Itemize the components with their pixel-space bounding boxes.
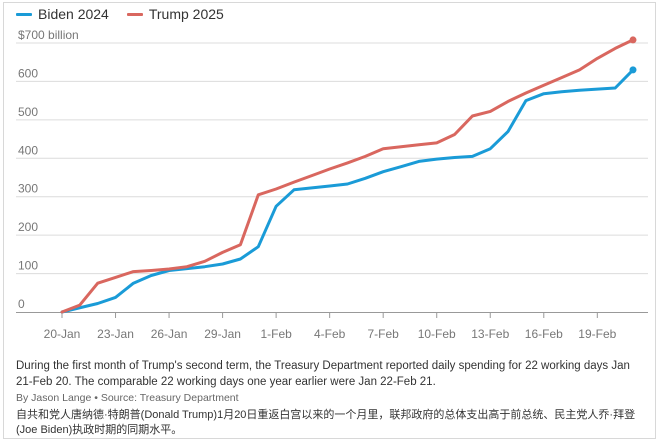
x-tick-label-23-Jan: 23-Jan xyxy=(97,327,134,341)
legend-item-biden: Biden 2024 xyxy=(16,6,109,22)
x-tick-label-19-Feb: 19-Feb xyxy=(578,327,616,341)
series-line-trump-2025 xyxy=(60,38,635,314)
legend-label-biden: Biden 2024 xyxy=(38,6,109,22)
x-tick-label-16-Feb: 16-Feb xyxy=(525,327,563,341)
line-chart: 0 100 200 300 400 500 600 $700 billion 20-Jan 23-… xyxy=(16,28,648,341)
y-tick-label-0: 0 xyxy=(18,297,25,311)
x-tick-label-4-Feb: 4-Feb xyxy=(314,327,346,341)
y-tick-label-300: 300 xyxy=(18,182,38,196)
legend-item-trump: Trump 2025 xyxy=(126,6,224,22)
y-tick-label-100: 100 xyxy=(18,259,38,273)
y-tick-label-700: $700 billion xyxy=(18,28,79,42)
x-tick-label-13-Feb: 13-Feb xyxy=(471,327,509,341)
x-tick-label-29-Jan: 29-Jan xyxy=(204,327,241,341)
y-tick-label-500: 500 xyxy=(18,105,38,119)
legend-swatch-biden xyxy=(16,12,32,16)
chart-legend: Biden 2024 Trump 2025 xyxy=(16,6,224,22)
x-tick-label-20-Jan: 20-Jan xyxy=(44,327,81,341)
chart-caption-chinese: 自共和党人唐纳德·特朗普(Donald Trump)1月20日重返白宫以来的一个… xyxy=(16,409,636,436)
chart-byline: By Jason Lange • Source: Treasury Depart… xyxy=(16,392,239,404)
y-tick-label-600: 600 xyxy=(18,66,38,80)
y-tick-label-200: 200 xyxy=(18,220,38,234)
y-tick-label-400: 400 xyxy=(18,143,38,157)
chart-frame xyxy=(3,2,656,439)
legend-swatch-trump xyxy=(126,12,143,16)
x-tick-label-26-Jan: 26-Jan xyxy=(151,327,188,341)
series-end-marker-trump-2025 xyxy=(629,36,637,44)
series-end-marker-biden-2024 xyxy=(629,66,637,74)
x-tick-label-1-Feb: 1-Feb xyxy=(260,327,292,341)
x-tick-label-10-Feb: 10-Feb xyxy=(418,327,456,341)
chart-caption: During the first month of Trump's second… xyxy=(16,360,630,388)
series-line-biden-2024 xyxy=(60,68,635,314)
x-tick-label-7-Feb: 7-Feb xyxy=(368,327,400,341)
legend-label-trump: Trump 2025 xyxy=(148,6,224,22)
